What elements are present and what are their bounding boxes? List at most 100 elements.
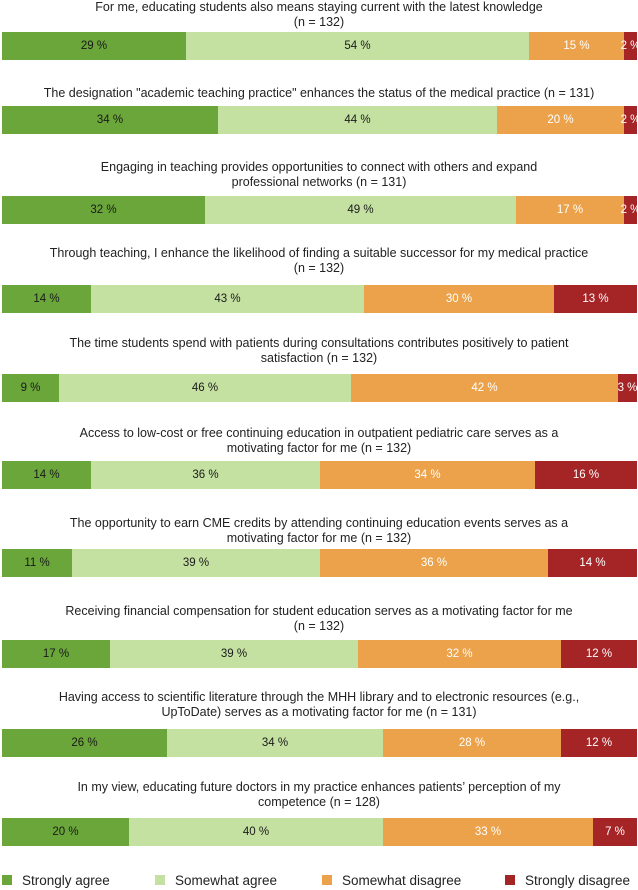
bar-segment: 32 % — [2, 196, 205, 224]
bar-segment: 32 % — [358, 640, 561, 668]
data-label: 14 % — [33, 293, 60, 305]
data-label: 39 % — [220, 648, 248, 660]
bar-segment: 17 % — [516, 196, 624, 224]
data-label: 26 % — [71, 737, 98, 749]
legend-label: Somewhat disagree — [342, 872, 462, 888]
bar-segment: 36 % — [320, 549, 548, 577]
legend-swatch — [322, 875, 332, 885]
data-label: 29 % — [80, 40, 108, 52]
data-label: 33 % — [474, 826, 502, 838]
data-label: 28 % — [458, 737, 486, 749]
bar-segment: 20 % — [2, 818, 129, 846]
stacked-bar: 14 % 36 % 34 % 16 % — [2, 461, 637, 489]
data-label: 20 % — [52, 826, 79, 838]
bar-segment: 46 % — [59, 374, 351, 402]
data-label: 12 % — [585, 648, 613, 660]
bar-segment: 39 % — [110, 640, 358, 668]
item-title: Engaging in teaching provides opportunit… — [100, 160, 538, 189]
data-label: 49 % — [347, 204, 374, 216]
bar-segment: 28 % — [383, 729, 561, 757]
stacked-bar: 14 % 43 % 30 % 13 % — [2, 285, 637, 313]
data-label: 32 % — [446, 648, 473, 660]
data-label: 14 % — [579, 557, 606, 569]
data-label: 44 % — [344, 114, 371, 126]
data-label: 40 % — [242, 826, 270, 838]
item-title: For me, educating students also means st… — [95, 0, 543, 29]
bar-segment: 17 % — [2, 640, 110, 668]
data-label: 16 % — [572, 469, 600, 481]
bar-segment: 12 % — [561, 640, 637, 668]
data-label: 36 % — [420, 557, 448, 569]
bar-segment: 2 % — [621, 32, 638, 60]
item-title: Receiving financial compensation for stu… — [65, 604, 573, 633]
bar-segment: 33 % — [383, 818, 593, 846]
stacked-bar: 20 % 40 % 33 % 7 % — [2, 818, 637, 846]
bar-segment: 30 % — [364, 285, 554, 313]
legend-item: Somewhat agree — [155, 870, 277, 890]
data-label: 30 % — [445, 293, 473, 305]
data-label: 34 % — [414, 469, 441, 481]
stacked-bar: 32 % 49 % 17 % 2 % — [2, 196, 638, 224]
data-label: 2 % — [620, 204, 638, 216]
legend-swatch — [2, 875, 12, 885]
bar-segment: 43 % — [91, 285, 364, 313]
stacked-bar: 9 % 46 % 42 % 3 % — [2, 374, 637, 402]
item-title: In my view, educating future doctors in … — [77, 780, 561, 809]
data-label: 9 % — [20, 382, 41, 394]
data-label: 17 % — [42, 648, 70, 660]
bar-segment: 13 % — [554, 285, 637, 313]
bar-segment: 20 % — [497, 106, 624, 134]
item-title: The designation "academic teaching pract… — [43, 86, 595, 100]
data-label: 7 % — [605, 826, 625, 838]
legend: Strongly agree Somewhat agree Somewhat dis… — [0, 870, 638, 890]
stacked-bar: 11 % 39 % 36 % 14 % — [2, 549, 637, 577]
item-title: The opportunity to earn CME credits by a… — [69, 516, 569, 545]
legend-item: Somewhat disagree — [322, 870, 461, 890]
data-label: 34 % — [261, 737, 289, 749]
bar-segment: 36 % — [91, 461, 320, 489]
data-label: 46 % — [191, 382, 219, 394]
bar-segment: 11 % — [2, 549, 72, 577]
bar-segment: 2 % — [620, 196, 638, 224]
legend-swatch — [155, 875, 165, 885]
legend-item: Strongly disagree — [505, 870, 630, 890]
bar-segment: 9 % — [2, 374, 59, 402]
data-label: 43 % — [214, 293, 241, 305]
item-title: Through teaching, I enhance the likeliho… — [49, 246, 589, 275]
bar-segment: 14 % — [548, 549, 637, 577]
bar-segment: 44 % — [218, 106, 497, 134]
data-label: 12 % — [585, 737, 613, 749]
data-label: 54 % — [344, 40, 371, 52]
bar-segment: 16 % — [535, 461, 637, 489]
item-title: Having access to scientific literature t… — [58, 690, 580, 719]
stacked-bar: 29 % 54 % 15 % 2 % — [2, 32, 638, 60]
legend-label: Strongly agree — [22, 872, 110, 888]
data-label: 32 % — [90, 204, 117, 216]
data-label: 13 % — [582, 293, 609, 305]
bar-segment: 15 % — [529, 32, 624, 60]
stacked-bar: 17 % 39 % 32 % 12 % — [2, 640, 637, 668]
item-title: The time students spend with patients du… — [69, 336, 569, 365]
bar-segment: 40 % — [129, 818, 383, 846]
stacked-bar: 26 % 34 % 28 % 12 % — [2, 729, 637, 757]
legend-label: Strongly disagree — [525, 872, 631, 888]
data-label: 3 % — [617, 382, 638, 394]
bar-segment: 39 % — [72, 549, 320, 577]
data-label: 42 % — [471, 382, 498, 394]
data-label: 34 % — [96, 114, 124, 126]
data-label: 2 % — [620, 114, 638, 126]
legend-item: Strongly agree — [2, 870, 110, 890]
bar-segment: 14 % — [2, 461, 91, 489]
data-label: 14 % — [33, 469, 60, 481]
data-label: 15 % — [563, 40, 590, 52]
data-label: 36 % — [192, 469, 219, 481]
bar-segment: 26 % — [2, 729, 167, 757]
bar-segment: 34 % — [167, 729, 383, 757]
bar-segment: 49 % — [205, 196, 516, 224]
bar-segment: 34 % — [2, 106, 218, 134]
bar-segment: 14 % — [2, 285, 91, 313]
data-label: 39 % — [182, 557, 210, 569]
data-label: 17 % — [556, 204, 584, 216]
data-label: 20 % — [547, 114, 574, 126]
